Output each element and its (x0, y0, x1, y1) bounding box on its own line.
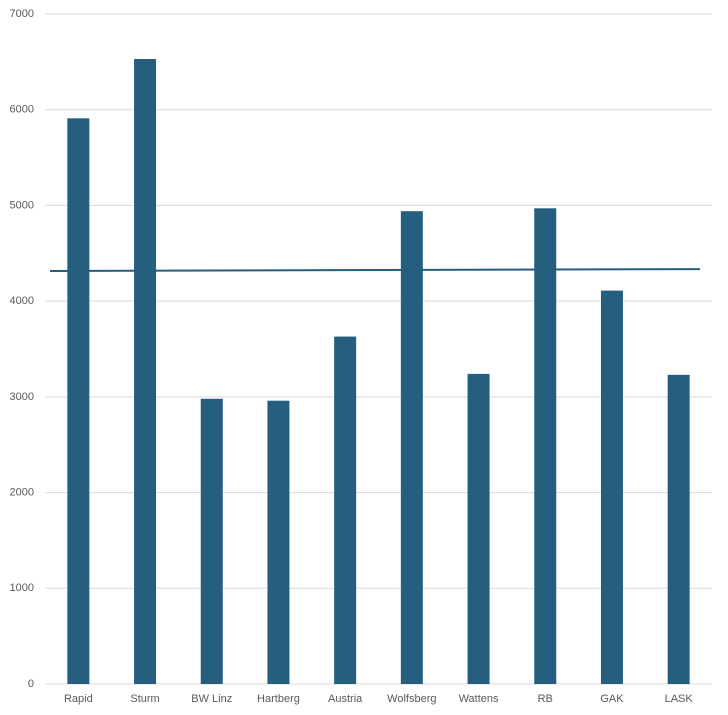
bar (67, 118, 90, 685)
x-tick-label: GAK (600, 693, 624, 705)
x-tick-label: BW Linz (191, 693, 232, 705)
y-tick-label: 5000 (10, 199, 34, 211)
x-tick-label: LASK (665, 693, 694, 705)
x-tick-label: Hartberg (257, 693, 300, 705)
bar (267, 400, 290, 684)
x-tick-label: Austria (328, 693, 363, 705)
y-tick-label: 7000 (10, 8, 34, 20)
x-tick-label: Rapid (64, 693, 93, 705)
bar (534, 208, 557, 685)
x-tick-label: Sturm (130, 693, 159, 705)
y-tick-label: 1000 (10, 582, 34, 594)
bar (400, 211, 423, 684)
bar (134, 58, 157, 684)
bar (200, 398, 223, 684)
bar (467, 373, 490, 684)
y-tick-label: 4000 (10, 295, 34, 307)
bar (667, 374, 690, 684)
x-tick-label: RB (538, 693, 553, 705)
y-tick-label: 6000 (10, 104, 34, 116)
reference-line (49, 268, 701, 272)
y-tick-label: 3000 (10, 391, 34, 403)
bar (600, 290, 623, 684)
bar (334, 336, 357, 684)
x-tick-label: Wolfsberg (387, 693, 436, 705)
y-tick-label: 0 (28, 678, 34, 690)
x-tick-label: Wattens (459, 693, 499, 705)
y-tick-label: 2000 (10, 486, 34, 498)
